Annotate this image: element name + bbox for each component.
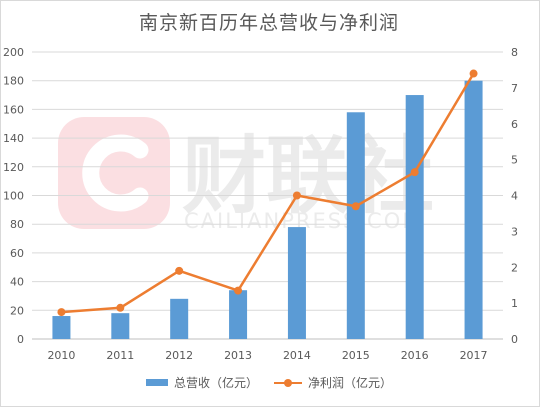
y-left-tick-label: 60	[10, 247, 24, 260]
chart-title: 南京新百历年总营收与净利润	[138, 12, 399, 34]
bar-revenue	[52, 316, 71, 339]
y-left-tick-label: 160	[3, 103, 24, 116]
y-right-tick-label: 0	[511, 333, 518, 346]
x-tick-label: 2017	[460, 349, 488, 362]
y-right-tick-label: 6	[511, 118, 518, 131]
legend-swatch-bar	[145, 379, 168, 386]
y-left-tick-label: 120	[3, 161, 24, 174]
y-left-tick-label: 0	[17, 333, 24, 346]
bar-revenue	[287, 227, 306, 339]
legend-item-revenue: 总营收（亿元）	[145, 374, 258, 391]
y-right-tick-label: 4	[511, 190, 518, 203]
legend-swatch-line	[274, 378, 302, 387]
x-tick-label: 2016	[401, 349, 429, 362]
legend-item-profit: 净利润（亿元）	[274, 374, 392, 391]
watermark-text: 财联社	[182, 127, 434, 225]
x-tick-label: 2011	[106, 349, 134, 362]
watermark-logo: 财联社 CAILIANPRESS.COM	[58, 117, 434, 233]
y-right-tick-label: 7	[511, 82, 518, 95]
x-tick-label: 2015	[342, 349, 370, 362]
y-left-tick-label: 140	[3, 132, 24, 145]
bar-revenue	[464, 80, 483, 339]
y-right-tick-label: 3	[511, 225, 518, 238]
point-profit	[57, 308, 66, 317]
y-left-tick-label: 100	[3, 190, 24, 203]
y-left-tick-label: 40	[10, 276, 24, 289]
point-profit	[469, 69, 478, 78]
point-profit	[292, 191, 301, 200]
bar-revenue	[111, 313, 130, 339]
x-tick-label: 2013	[224, 349, 252, 362]
series-line-profit	[61, 72, 475, 314]
point-profit	[116, 303, 125, 312]
y-left-tick-label: 200	[3, 46, 24, 59]
chart-legend: 总营收（亿元） 净利润（亿元）	[0, 374, 538, 391]
y-left-tick-label: 180	[3, 75, 24, 88]
y-right-tick-label: 2	[511, 261, 518, 274]
y-left-tick-label: 20	[10, 304, 24, 317]
legend-label-profit: 净利润（亿元）	[308, 376, 393, 390]
legend-label-revenue: 总营收（亿元）	[173, 376, 258, 390]
point-profit	[410, 168, 419, 177]
y-right-tick-label: 8	[511, 46, 518, 59]
x-tick-label: 2010	[47, 349, 75, 362]
bar-revenue	[346, 112, 365, 340]
x-tick-label: 2014	[283, 349, 311, 362]
y-right-tick-label: 5	[511, 154, 518, 167]
point-profit	[234, 286, 243, 295]
bar-revenue	[405, 95, 424, 339]
x-tick-label: 2012	[165, 349, 193, 362]
point-profit	[351, 202, 360, 211]
bar-revenue	[229, 290, 248, 339]
point-profit	[175, 266, 184, 275]
y-left-tick-label: 80	[10, 218, 24, 231]
y-right-tick-label: 1	[511, 297, 518, 310]
bar-revenue	[170, 298, 189, 339]
